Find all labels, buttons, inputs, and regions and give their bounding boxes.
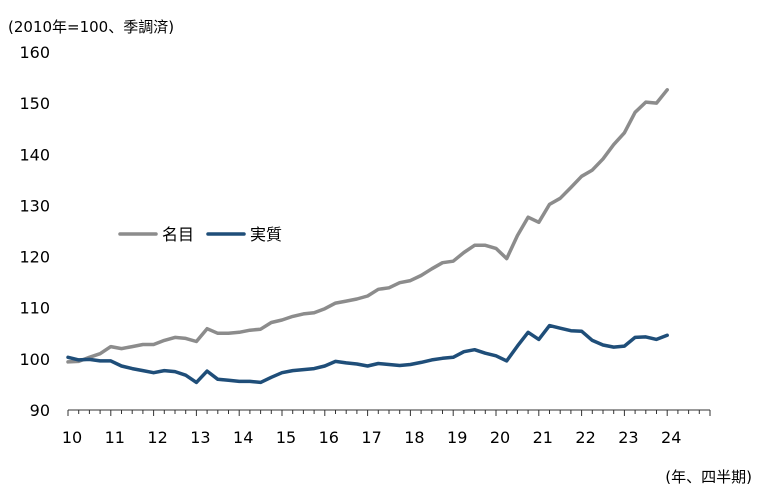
x-tick-label: 14 xyxy=(233,428,253,447)
x-tick-label: 23 xyxy=(618,428,638,447)
legend: 名目 実質 xyxy=(118,225,282,244)
x-tick-label: 10 xyxy=(62,428,82,447)
y-tick-label: 150 xyxy=(19,94,50,113)
series-line-real xyxy=(66,323,669,385)
x-tick-label: 21 xyxy=(533,428,553,447)
y-axis: 90 100 110 120 130 140 150 160 xyxy=(19,43,50,420)
y-axis-unit-label: (2010年=100、季調済) xyxy=(8,18,175,36)
x-tick-label: 17 xyxy=(361,428,381,447)
x-tick-label: 22 xyxy=(575,428,595,447)
y-tick-label: 160 xyxy=(19,43,50,62)
y-tick-label: 120 xyxy=(19,248,50,267)
x-tick-label: 12 xyxy=(147,428,167,447)
x-axis-unit-label: (年、四半期) xyxy=(665,468,752,486)
x-tick-label: 16 xyxy=(319,428,339,447)
y-tick-label: 110 xyxy=(19,299,50,318)
y-tick-label: 140 xyxy=(19,145,50,164)
series-line-nominal xyxy=(66,88,669,364)
x-tick-label: 19 xyxy=(447,428,467,447)
x-tick-label: 18 xyxy=(404,428,424,447)
y-tick-label: 90 xyxy=(30,401,50,420)
x-tick-label: 20 xyxy=(490,428,510,447)
x-tick-label: 11 xyxy=(105,428,125,447)
x-tick-label: 13 xyxy=(190,428,210,447)
y-tick-label: 100 xyxy=(19,350,50,369)
legend-label: 実質 xyxy=(250,225,282,244)
y-tick-label: 130 xyxy=(19,196,50,215)
chart-lines xyxy=(66,88,669,385)
x-tick-label: 15 xyxy=(276,428,296,447)
x-axis: 10 11 12 13 14 15 16 17 18 19 20 21 22 23 24 xyxy=(62,409,711,447)
x-tick-label: 24 xyxy=(661,428,681,447)
legend-label: 名目 xyxy=(162,225,194,244)
